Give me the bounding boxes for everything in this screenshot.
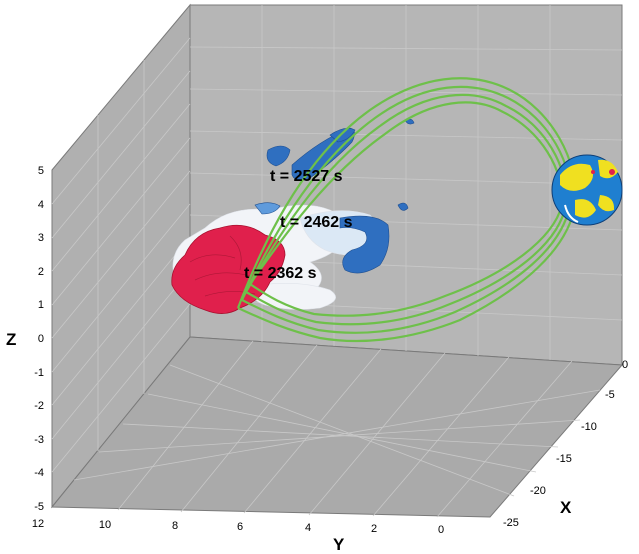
time-label-2462: t = 2462 s [280,214,353,231]
z-axis: 5 4 3 2 1 0 -1 -2 -3 -4 -5 Z [6,165,44,513]
z-tick: 0 [38,333,44,345]
x-axis-title: X [560,498,572,517]
y-tick: 6 [237,521,243,533]
x-tick: -10 [581,421,597,433]
x-tick: -15 [556,453,572,465]
time-label-2362: t = 2362 s [244,265,317,282]
x-tick: -5 [605,389,615,401]
z-tick: 2 [38,266,44,278]
z-tick: 1 [38,299,44,311]
z-tick: 4 [38,199,44,211]
z-tick: -5 [34,501,44,513]
y-tick: 8 [172,520,178,532]
red-surface-texture [189,235,256,297]
blue-surface-dot-1 [397,202,409,211]
x-tick: -20 [530,485,546,497]
time-label-2527: t = 2527 s [270,168,343,185]
z-tick: -4 [34,467,44,479]
y-tick: 12 [32,518,44,530]
z-tick: -3 [34,434,44,446]
x-tick: -25 [503,517,519,529]
y-axis-title: Y [333,535,345,554]
y-tick: 0 [438,524,444,536]
red-surface [171,224,286,314]
blue-surface-top-1 [266,145,291,167]
blue-surface-right [339,215,390,274]
x-tick: 0 [622,359,628,371]
blue-surface-mid [254,202,281,215]
z-tick: -2 [34,400,44,412]
z-axis-title: Z [6,330,16,349]
y-tick: 10 [99,519,111,531]
y-tick: 4 [305,522,311,534]
earth-globe-icon [551,154,623,226]
z-tick: -1 [34,367,44,379]
x-axis: 0 -5 -10 -15 -20 -25 X [503,359,628,529]
y-axis: 12 10 8 6 4 2 0 Y [32,518,444,554]
y-tick: 2 [371,523,377,535]
z-tick: 3 [38,232,44,244]
z-tick: 5 [38,165,44,177]
white-surface-low [253,283,336,310]
